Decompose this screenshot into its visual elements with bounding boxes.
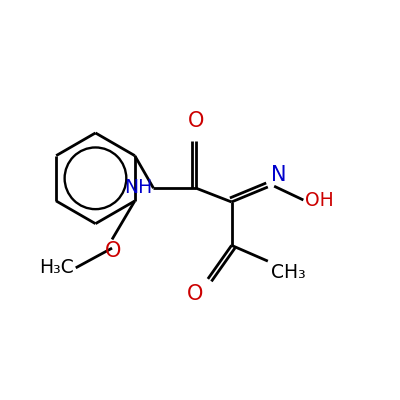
Text: N: N bbox=[271, 165, 286, 185]
Text: NH: NH bbox=[124, 178, 153, 197]
Text: OH: OH bbox=[305, 190, 334, 210]
Text: O: O bbox=[188, 111, 204, 131]
Text: O: O bbox=[105, 242, 121, 262]
Text: CH₃: CH₃ bbox=[271, 263, 306, 282]
Text: O: O bbox=[187, 284, 203, 304]
Text: H₃C: H₃C bbox=[39, 258, 74, 277]
